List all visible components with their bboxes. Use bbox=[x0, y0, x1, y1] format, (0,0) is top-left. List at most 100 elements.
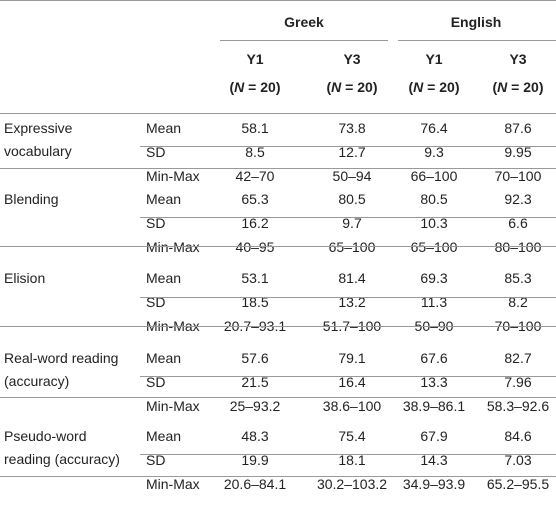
n-value: = 20) bbox=[423, 79, 460, 95]
stat-label: Mean bbox=[146, 191, 182, 207]
table-cell: 14.3 bbox=[420, 452, 448, 468]
table-cell: 65.2–95.5 bbox=[486, 476, 550, 492]
table-cell: 21.5 bbox=[241, 374, 269, 390]
table-cell: 34.9–93.9 bbox=[402, 476, 466, 492]
table-cell: 70–100 bbox=[494, 168, 542, 184]
top-rule bbox=[0, 0, 556, 1]
group-rule bbox=[0, 168, 556, 169]
measure-label: Real-word reading bbox=[4, 350, 119, 366]
table-cell: 20.6–84.1 bbox=[223, 476, 287, 492]
table-cell: 85.3 bbox=[504, 270, 532, 286]
table-cell: 84.6 bbox=[504, 428, 532, 444]
measure-label: vocabulary bbox=[4, 143, 72, 159]
table-cell: 38.6–100 bbox=[322, 398, 382, 414]
measure-label: Pseudo-word bbox=[4, 428, 87, 444]
col-header-greek-y3-year: Y3 bbox=[343, 51, 361, 67]
stat-label: Mean bbox=[146, 428, 182, 444]
table-cell: 10.3 bbox=[420, 215, 448, 231]
n-value: = 20) bbox=[244, 79, 281, 95]
table-cell: 50–94 bbox=[332, 168, 372, 184]
table-cell: 6.6 bbox=[508, 215, 528, 231]
n-value: = 20) bbox=[507, 79, 544, 95]
group-rule bbox=[0, 397, 556, 398]
measure-label: Expressive bbox=[4, 120, 73, 136]
table-cell: 81.4 bbox=[338, 270, 366, 286]
table-cell: 58.3–92.6 bbox=[486, 398, 550, 414]
n-symbol: N bbox=[234, 79, 245, 95]
col-header-greek-y3-n: (N = 20) bbox=[326, 79, 378, 95]
table-cell: 76.4 bbox=[420, 120, 448, 136]
stat-label: SD bbox=[146, 294, 166, 310]
row-rule bbox=[140, 297, 556, 298]
table-cell: 7.96 bbox=[504, 374, 532, 390]
table-cell: 73.8 bbox=[338, 120, 366, 136]
table-cell: 65–100 bbox=[328, 239, 376, 255]
stat-label: Min-Max bbox=[146, 168, 200, 184]
table-cell: 40–95 bbox=[235, 239, 275, 255]
table-cell: 42–70 bbox=[235, 168, 275, 184]
table-cell: 67.6 bbox=[420, 350, 448, 366]
table-cell: 7.03 bbox=[504, 452, 532, 468]
stat-label: SD bbox=[146, 452, 166, 468]
greek-group-rule bbox=[220, 40, 388, 41]
table-cell: 75.4 bbox=[338, 428, 366, 444]
bottom-rule bbox=[0, 476, 556, 477]
measure-label: Blending bbox=[4, 191, 59, 207]
stat-label: Min-Max bbox=[146, 398, 200, 414]
table-cell: 13.2 bbox=[338, 294, 366, 310]
table-cell: 80.5 bbox=[420, 191, 448, 207]
table-cell: 53.1 bbox=[241, 270, 269, 286]
group-header-greek: Greek bbox=[284, 14, 324, 30]
table-cell: 8.5 bbox=[245, 144, 265, 160]
table-cell: 66–100 bbox=[410, 168, 458, 184]
table-cell: 48.3 bbox=[241, 428, 269, 444]
group-rule bbox=[0, 246, 556, 247]
col-header-english-y1-n: (N = 20) bbox=[408, 79, 460, 95]
row-rule bbox=[140, 217, 556, 218]
group-rule bbox=[0, 326, 556, 327]
col-header-english-y1-year: Y1 bbox=[425, 51, 443, 67]
measure-label: Elision bbox=[4, 270, 46, 286]
table-cell: 16.4 bbox=[338, 374, 366, 390]
stat-label: SD bbox=[146, 144, 166, 160]
measure-label: (accuracy) bbox=[4, 373, 70, 389]
group-header-english: English bbox=[450, 14, 502, 30]
english-group-rule bbox=[398, 40, 556, 41]
table-cell: 58.1 bbox=[241, 120, 269, 136]
table-cell: 30.2–103.2 bbox=[316, 476, 388, 492]
n-symbol: N bbox=[331, 79, 342, 95]
table-cell: 69.3 bbox=[420, 270, 448, 286]
table-cell: 65–100 bbox=[410, 239, 458, 255]
col-header-greek-y1-year: Y1 bbox=[246, 51, 264, 67]
stat-label: Mean bbox=[146, 350, 182, 366]
table-cell: 82.7 bbox=[504, 350, 532, 366]
stat-label: Min-Max bbox=[146, 239, 200, 255]
table-cell: 9.3 bbox=[424, 144, 444, 160]
table-cell: 12.7 bbox=[338, 144, 366, 160]
table-cell: 9.7 bbox=[342, 215, 362, 231]
table-cell: 18.5 bbox=[241, 294, 269, 310]
table-cell: 8.2 bbox=[508, 294, 528, 310]
stat-label: Mean bbox=[146, 270, 182, 286]
table-cell: 19.9 bbox=[241, 452, 269, 468]
row-rule bbox=[140, 454, 556, 455]
stat-label: Min-Max bbox=[146, 476, 200, 492]
table-cell: 11.3 bbox=[420, 294, 448, 310]
n-symbol: N bbox=[497, 79, 508, 95]
table-cell: 92.3 bbox=[504, 191, 532, 207]
table-cell: 9.95 bbox=[504, 144, 532, 160]
table-cell: 67.9 bbox=[420, 428, 448, 444]
col-header-english-y3-n: (N = 20) bbox=[492, 79, 544, 95]
table-cell: 25–93.2 bbox=[229, 398, 281, 414]
table-cell: 18.1 bbox=[338, 452, 366, 468]
table-cell: 80–100 bbox=[494, 239, 542, 255]
table-cell: 80.5 bbox=[338, 191, 366, 207]
table-cell: 16.2 bbox=[241, 215, 269, 231]
table-cell: 57.6 bbox=[241, 350, 269, 366]
row-rule bbox=[140, 146, 556, 147]
table-cell: 65.3 bbox=[241, 191, 269, 207]
stat-label: Mean bbox=[146, 120, 182, 136]
n-value: = 20) bbox=[341, 79, 378, 95]
stat-label: SD bbox=[146, 215, 166, 231]
